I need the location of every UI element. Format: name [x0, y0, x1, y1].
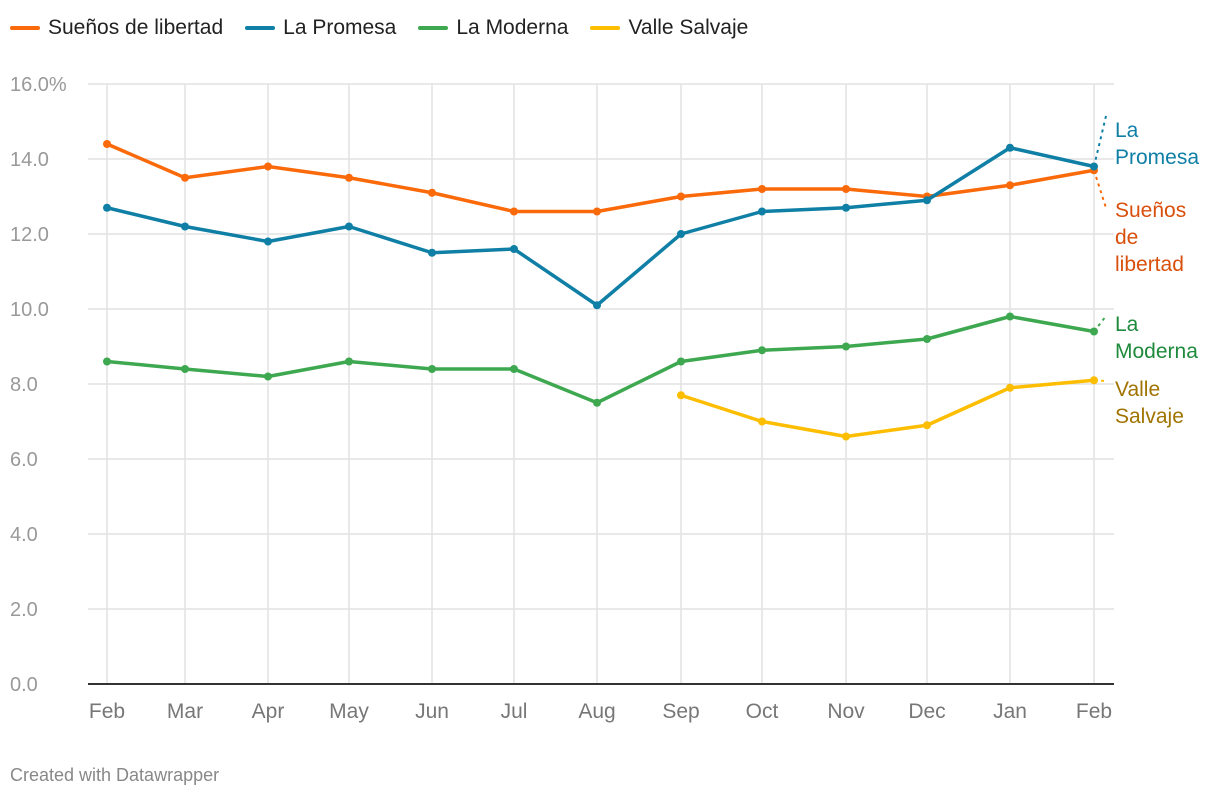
- series-end-label: La Promesa: [1115, 119, 1199, 169]
- data-point: [510, 245, 518, 253]
- y-tick-label: 0.0: [10, 674, 38, 696]
- series-line: [106, 314, 1095, 405]
- y-tick-label: 16.0%: [10, 74, 67, 96]
- data-point: [103, 203, 111, 212]
- legend-swatch: [590, 26, 621, 30]
- legend-label: Sueños de libertad: [48, 16, 224, 39]
- x-tick-label: Mar: [167, 700, 203, 723]
- legend-item: Sueños de libertad: [10, 16, 223, 40]
- y-tick-label: 8.0: [10, 374, 38, 396]
- y-tick-label: 4.0: [10, 524, 38, 546]
- line-chart: 0.0 2.0 4.0 6.0 8.0 10.0 12.0 14.0 16.0% Feb Mar Ap…: [10, 74, 1199, 723]
- legend-swatch: [245, 26, 276, 30]
- y-tick-label: 2.0: [10, 599, 38, 621]
- data-point: [181, 222, 189, 231]
- data-point: [677, 230, 685, 238]
- x-tick-label: Dec: [908, 700, 945, 723]
- series-line: [106, 146, 1095, 307]
- data-point: [428, 365, 436, 373]
- data-point: [923, 421, 931, 430]
- data-point: [103, 357, 111, 366]
- legend: Sueños de libertad La Promesa La Moderna Va…: [10, 16, 748, 40]
- footer-credit: Created with Datawrapper: [10, 765, 220, 785]
- data-point: [842, 185, 850, 193]
- data-point: [842, 432, 850, 441]
- data-point: [345, 173, 353, 182]
- legend-label: La Moderna: [456, 16, 569, 39]
- data-point: [103, 140, 111, 148]
- x-tick-label: Nov: [827, 700, 865, 723]
- end-label-line: La: [1115, 119, 1139, 142]
- data-point: [593, 301, 601, 310]
- data-point: [758, 417, 766, 426]
- legend-item: Valle Salvaje: [590, 16, 748, 40]
- data-point: [677, 391, 685, 400]
- data-point: [758, 346, 766, 355]
- data-point: [264, 162, 272, 171]
- end-label-line: Moderna: [1115, 340, 1198, 363]
- data-point: [264, 372, 272, 381]
- legend-label: La Promesa: [283, 16, 397, 39]
- x-tick-label: Apr: [252, 700, 285, 723]
- legend-swatch: [10, 26, 40, 30]
- y-tick-label: 6.0: [10, 449, 38, 471]
- data-point: [1006, 143, 1014, 152]
- data-point: [181, 365, 189, 373]
- end-label-line: de: [1115, 226, 1138, 249]
- data-point: [593, 398, 601, 407]
- end-label-line: Sueños: [1115, 199, 1186, 222]
- label-connector: [1093, 169, 1107, 209]
- x-tick-label: Sep: [662, 700, 699, 723]
- data-point: [1006, 312, 1014, 321]
- legend-item: La Moderna: [418, 16, 568, 40]
- data-point: [1006, 383, 1014, 392]
- legend-item: La Promesa: [245, 16, 396, 40]
- data-point: [510, 207, 518, 216]
- end-label-line: La: [1115, 313, 1139, 336]
- x-tick-label: May: [329, 700, 369, 723]
- data-point: [345, 357, 353, 366]
- end-label-line: Valle: [1115, 378, 1160, 401]
- series-end-label: Sueños de libertad: [1115, 199, 1186, 276]
- x-tick-label: Jan: [993, 700, 1027, 723]
- end-label-line: libertad: [1115, 253, 1184, 276]
- legend-swatch: [418, 26, 449, 30]
- x-tick-label: Oct: [746, 700, 779, 723]
- data-point: [510, 365, 518, 373]
- series-line: [106, 142, 1095, 214]
- data-point: [264, 237, 272, 246]
- y-tick-label: 14.0: [10, 149, 49, 171]
- series-end-label: La Moderna: [1115, 313, 1198, 363]
- x-tick-label: Feb: [1076, 700, 1112, 723]
- data-point: [758, 207, 766, 216]
- data-point: [345, 222, 353, 231]
- x-tick-label: Aug: [578, 700, 615, 723]
- series-end-label: Valle Salvaje: [1115, 378, 1184, 428]
- x-tick-label: Jul: [501, 700, 528, 723]
- data-point: [758, 185, 766, 193]
- data-point: [428, 248, 436, 257]
- data-point: [842, 342, 850, 351]
- data-point: [842, 203, 850, 212]
- data-point: [428, 188, 436, 197]
- end-label-line: Salvaje: [1115, 405, 1184, 428]
- series-line: [680, 378, 1095, 439]
- y-tick-label: 10.0: [10, 299, 49, 321]
- data-point: [1006, 181, 1014, 190]
- label-connector: [1093, 379, 1107, 382]
- x-tick-label: Jun: [415, 700, 449, 723]
- data-point: [677, 357, 685, 366]
- y-tick-label: 12.0: [10, 224, 49, 246]
- data-point: [677, 192, 685, 201]
- data-point: [181, 173, 189, 182]
- data-point: [923, 196, 931, 205]
- data-point: [923, 335, 931, 343]
- end-label-line: Promesa: [1115, 146, 1199, 169]
- data-point: [593, 207, 601, 216]
- label-connector: [1093, 115, 1107, 167]
- x-tick-label: Feb: [89, 700, 125, 723]
- label-connector: [1093, 315, 1107, 333]
- legend-label: Valle Salvaje: [628, 16, 749, 39]
